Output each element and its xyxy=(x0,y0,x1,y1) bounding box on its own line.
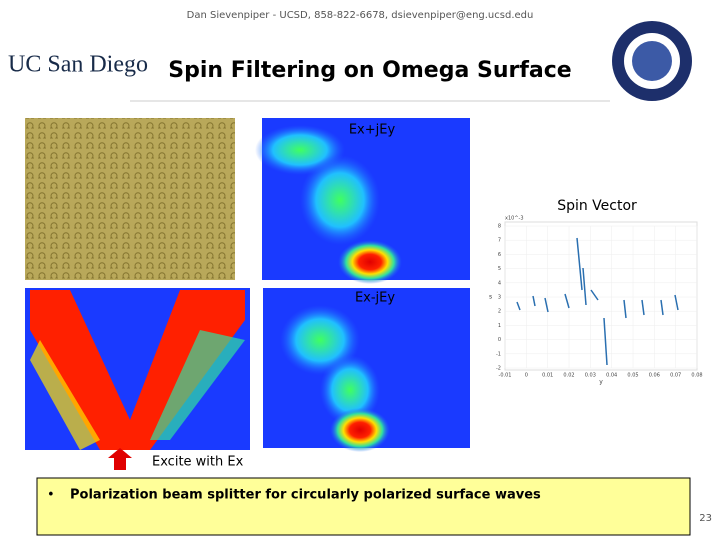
top-label: Ex+jEy xyxy=(349,123,396,138)
y-tick-label: -2 xyxy=(496,366,501,372)
exponent: x10^-3 xyxy=(505,216,524,222)
x-tick-label: 0.05 xyxy=(627,373,638,379)
y-tick-label: 0 xyxy=(498,337,501,343)
y-tick-label: 8 xyxy=(498,224,501,230)
y-tick-label: 2 xyxy=(498,309,501,315)
spin-arrow xyxy=(564,293,570,309)
spin-arrow xyxy=(641,299,645,316)
y-tick-label: -1 xyxy=(496,351,501,357)
bullet-text: Polarization beam splitter for circularl… xyxy=(70,488,541,503)
spin-arrow xyxy=(660,299,664,316)
bottom-label: Ex-jEy xyxy=(355,291,395,306)
y-tick-label: 7 xyxy=(498,238,501,244)
y-tick-label: 1 xyxy=(498,323,501,329)
seal xyxy=(612,21,692,101)
surface-image xyxy=(25,118,235,280)
page-number: 23 xyxy=(699,513,712,524)
x-axis-label: y xyxy=(599,379,603,386)
spin-arrow xyxy=(623,299,627,319)
spin-arrow xyxy=(603,317,608,366)
spin-arrow xyxy=(674,294,679,311)
x-tick-label: 0.06 xyxy=(649,373,660,379)
spin-plot: -2 -1 0 1 2 3 4 5 6 7 8 -0.01 0 0.01 0.02 0.03 0.04 0.05 0… xyxy=(489,216,703,386)
heatmap-top xyxy=(255,118,470,284)
logo: UC San Diego xyxy=(8,52,148,78)
spin-arrow xyxy=(576,237,583,291)
y-tick-label: 3 xyxy=(498,295,501,301)
x-tick-label: -0.01 xyxy=(499,373,512,379)
x-tick-label: 0.04 xyxy=(606,373,617,379)
spin-arrow xyxy=(590,289,599,301)
excite-label: Excite with Ex xyxy=(152,455,244,470)
x-tick-label: 0.07 xyxy=(670,373,681,379)
y-axis-label: s xyxy=(489,294,492,301)
bullet-dot: • xyxy=(47,488,55,503)
x-tick-label: 0.01 xyxy=(542,373,553,379)
title: Spin Filtering on Omega Surface xyxy=(168,58,571,83)
y-tick-label: 4 xyxy=(498,280,501,286)
spin-arrow xyxy=(516,301,521,311)
plot-label: Spin Vector xyxy=(557,198,637,214)
heatmap-bottom xyxy=(263,288,470,452)
credit: Dan Sievenpiper - UCSD, 858-822-6678, ds… xyxy=(187,10,534,21)
x-tick-label: 0.03 xyxy=(585,373,596,379)
y-tick-label: 6 xyxy=(498,252,501,258)
bullet-box xyxy=(36,477,691,536)
x-tick-label: 0.02 xyxy=(563,373,574,379)
heatmap-left xyxy=(25,288,250,450)
x-tick-label: 0.08 xyxy=(691,373,702,379)
spin-arrow xyxy=(582,267,587,306)
x-tick-label: 0 xyxy=(525,373,528,379)
y-tick-label: 5 xyxy=(498,266,501,272)
excite-arrow xyxy=(108,448,132,470)
spin-arrow xyxy=(544,297,549,313)
spin-arrow xyxy=(532,295,536,307)
